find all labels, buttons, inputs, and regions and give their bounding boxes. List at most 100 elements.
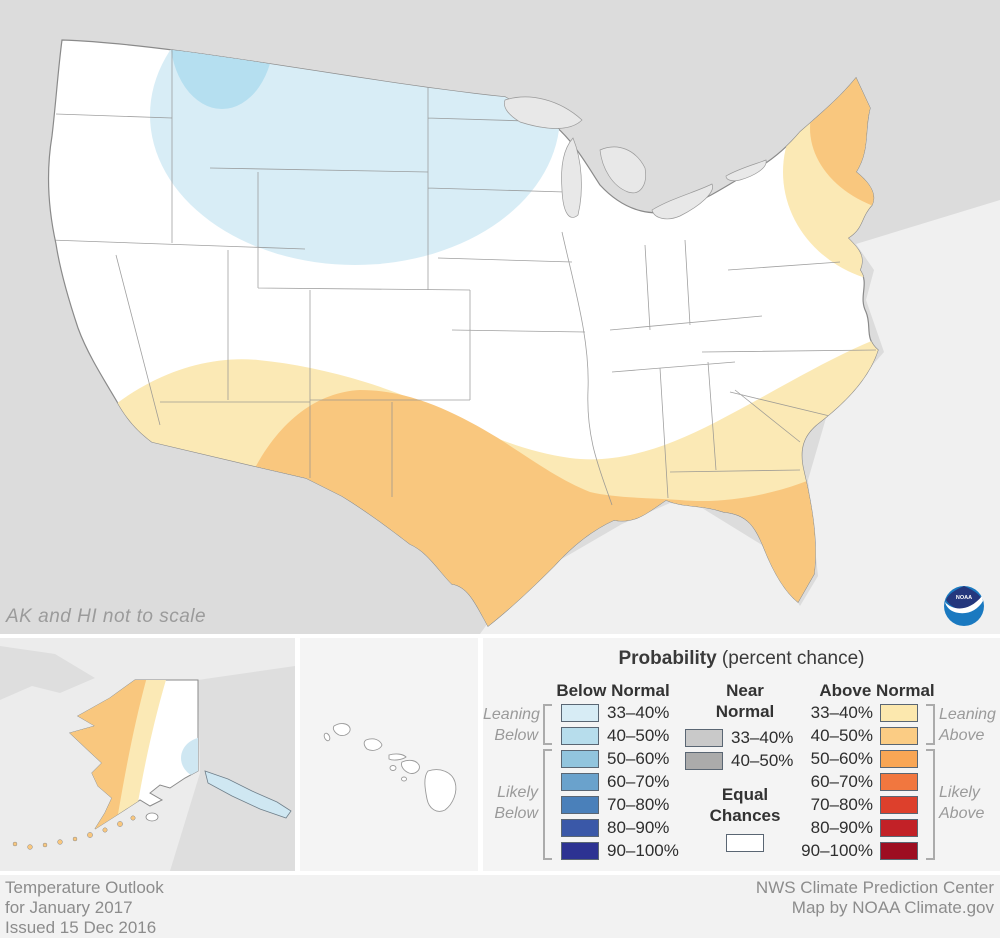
alaska-blue-spot bbox=[181, 737, 198, 779]
legend-row-label: 33–40% bbox=[810, 702, 873, 722]
legend-swatch bbox=[685, 751, 723, 770]
legend-row-label: 90–100% bbox=[801, 840, 873, 860]
footer-issued-line: Issued 15 Dec 2016 bbox=[5, 918, 157, 937]
above-normal-header: Above Normal bbox=[819, 681, 935, 700]
leaning-below-bracket bbox=[543, 704, 552, 745]
legend-row: 33–40% bbox=[783, 703, 918, 722]
legend-swatch bbox=[880, 772, 918, 791]
legend-swatch bbox=[561, 795, 599, 814]
footer: Temperature Outlook for January 2017 Iss… bbox=[0, 875, 1000, 938]
aleutian-islands bbox=[12, 815, 136, 850]
legend-title-rest: (percent chance) bbox=[716, 648, 865, 669]
legend-swatch bbox=[561, 749, 599, 768]
legend-swatch bbox=[880, 749, 918, 768]
canada-land bbox=[170, 666, 295, 871]
legend-row: 40–50% bbox=[783, 726, 918, 745]
likely-below-label: Likely Below bbox=[494, 784, 538, 822]
noaa-logo-text: NOAA bbox=[956, 595, 972, 601]
alaska-yellow-region bbox=[70, 680, 168, 829]
below-normal-rows: 33–40% 40–50% 50–60% 60–70% 70–80% 80–90… bbox=[561, 703, 679, 864]
legend-row-label: 33–40% bbox=[607, 702, 670, 722]
legend-title: Probability (percent chance) bbox=[483, 648, 1000, 670]
legend-swatch bbox=[880, 841, 918, 860]
legend-row-label: 50–60% bbox=[607, 748, 670, 768]
leaning-below-label: Leaning Below bbox=[483, 706, 540, 744]
legend-swatch bbox=[561, 703, 599, 722]
legend-row: 33–40% bbox=[685, 728, 793, 747]
legend-title-bold: Probability bbox=[618, 648, 717, 669]
conus-map bbox=[47, 39, 1000, 634]
noaa-logo-swoosh bbox=[945, 596, 983, 614]
likely-below-bracket bbox=[543, 749, 552, 860]
great-lakes bbox=[504, 96, 767, 220]
footer-title-line: Temperature Outlook bbox=[5, 878, 164, 897]
below-normal-header: Below Normal bbox=[556, 681, 670, 700]
legend-row: 40–50% bbox=[685, 751, 793, 770]
kodiak-island bbox=[145, 812, 159, 822]
legend-row: 70–80% bbox=[783, 795, 918, 814]
equal-chances-swatch bbox=[726, 834, 764, 852]
hawaii-islands bbox=[323, 723, 457, 812]
noaa-logo: NOAA bbox=[944, 586, 984, 626]
footer-left-text: Temperature Outlook for January 2017 Iss… bbox=[5, 878, 164, 938]
atlantic-gulf-water bbox=[480, 200, 1000, 634]
legend-row: 70–80% bbox=[561, 795, 679, 814]
footer-credit-line: Map by NOAA Climate.gov bbox=[791, 898, 994, 917]
alaska-panhandle bbox=[204, 770, 292, 819]
legend-swatch bbox=[880, 795, 918, 814]
likely-above-bracket bbox=[926, 749, 935, 860]
legend-row-label: 60–70% bbox=[810, 771, 873, 791]
conus-map-panel: AK and HI not to scale NOAA bbox=[0, 0, 1000, 634]
legend-swatch bbox=[561, 818, 599, 837]
legend-swatch bbox=[561, 841, 599, 860]
alaska-orange-region bbox=[70, 680, 148, 829]
legend-swatch bbox=[880, 726, 918, 745]
legend-swatch bbox=[561, 726, 599, 745]
legend-swatch bbox=[561, 772, 599, 791]
equal-chances-label: Equal Chances bbox=[709, 785, 781, 825]
hawaii-inset bbox=[300, 638, 478, 871]
legend-swatch bbox=[880, 818, 918, 837]
legend-row-label: 50–60% bbox=[810, 748, 873, 768]
alaska-map bbox=[0, 646, 295, 871]
footer-source-line: NWS Climate Prediction Center bbox=[755, 878, 994, 897]
alaska-inset bbox=[0, 638, 295, 871]
leaning-above-label: Leaning Above bbox=[939, 706, 996, 744]
legend-row-label: 80–90% bbox=[607, 817, 670, 837]
legend-row: 90–100% bbox=[561, 841, 679, 860]
legend-row: 33–40% bbox=[561, 703, 679, 722]
near-normal-rows: 33–40% 40–50% bbox=[685, 728, 793, 774]
legend-row-label: 80–90% bbox=[810, 817, 873, 837]
legend-row: 90–100% bbox=[783, 841, 918, 860]
state-borders bbox=[49, 45, 877, 506]
legend-row-label: 70–80% bbox=[810, 794, 873, 814]
scale-note: AK and HI not to scale bbox=[6, 606, 207, 627]
legend-row: 60–70% bbox=[783, 772, 918, 791]
footer-period-line: for January 2017 bbox=[5, 898, 133, 917]
blue-region-40-50 bbox=[170, 40, 274, 109]
near-normal-header: Near Normal bbox=[715, 681, 775, 721]
probability-legend: Probability (percent chance) Below Norma… bbox=[483, 638, 1000, 871]
likely-above-label: Likely Above bbox=[939, 784, 985, 822]
hawaii-map bbox=[323, 723, 457, 812]
legend-row-label: 60–70% bbox=[607, 771, 670, 791]
legend-row-label: 70–80% bbox=[607, 794, 670, 814]
legend-row-label: 40–50% bbox=[810, 725, 873, 745]
above-normal-rows: 33–40% 40–50% 50–60% 60–70% 70–80% 80–90… bbox=[783, 703, 918, 864]
legend-row: 80–90% bbox=[561, 818, 679, 837]
legend-row: 40–50% bbox=[561, 726, 679, 745]
legend-row-label: 33–40% bbox=[731, 727, 794, 747]
legend-swatch bbox=[880, 703, 918, 722]
russia-land bbox=[0, 646, 95, 700]
leaning-above-bracket bbox=[926, 704, 935, 745]
legend-row-label: 90–100% bbox=[607, 840, 679, 860]
legend-row-label: 40–50% bbox=[731, 750, 794, 770]
legend-swatch bbox=[685, 728, 723, 747]
legend-row-label: 40–50% bbox=[607, 725, 670, 745]
blue-region-33-40 bbox=[150, 40, 560, 265]
legend-row: 80–90% bbox=[783, 818, 918, 837]
legend-row: 50–60% bbox=[561, 749, 679, 768]
legend-row: 50–60% bbox=[783, 749, 918, 768]
footer-right-text: NWS Climate Prediction Center Map by NOA… bbox=[756, 878, 994, 918]
